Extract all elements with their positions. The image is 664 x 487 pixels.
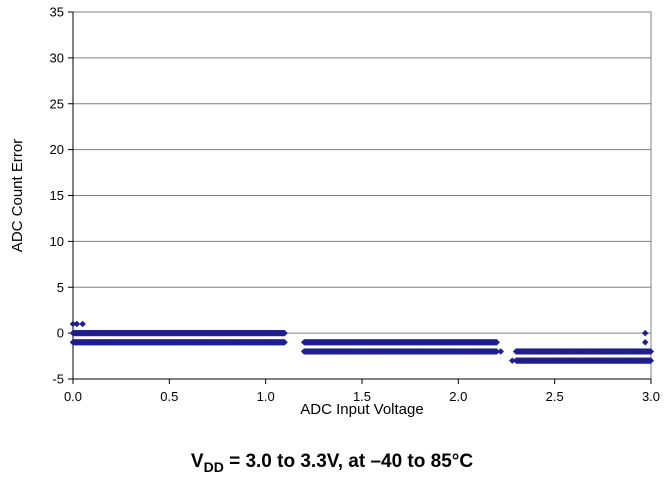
x-tick-label: 2.0 xyxy=(449,389,467,404)
data-point xyxy=(92,338,100,346)
x-axis-title: ADC Input Voltage xyxy=(300,401,423,418)
x-tick-label: 2.5 xyxy=(546,389,564,404)
data-point xyxy=(641,348,649,355)
y-tick-label: 5 xyxy=(57,280,64,295)
data-points xyxy=(69,320,655,365)
x-tick-label: 0.0 xyxy=(64,389,82,404)
y-tick-label: 20 xyxy=(50,142,64,157)
data-point xyxy=(641,357,649,365)
x-tick-label: 1.0 xyxy=(257,389,275,404)
y-tick-label: 15 xyxy=(50,188,64,203)
data-point xyxy=(508,357,516,365)
y-tick-label: 35 xyxy=(50,5,64,20)
data-point xyxy=(497,348,505,355)
data-point xyxy=(518,357,526,365)
data-point xyxy=(647,348,655,355)
y-tick-label: 10 xyxy=(50,234,64,249)
data-point xyxy=(641,338,649,346)
data-point xyxy=(493,338,501,346)
x-tick-label: 1.5 xyxy=(353,389,371,404)
chart-caption: VDD = 3.0 to 3.3V, at –40 to 85°C xyxy=(0,451,664,475)
y-tick-label: -5 xyxy=(52,372,64,387)
x-tick-label: 0.5 xyxy=(160,389,178,404)
tick-labels: -5 0 5 10 15 20 25 30 35 0.0 0.5 1.0 1.5 2.0 2.5 3.0 xyxy=(50,5,661,405)
x-tick-label: 3.0 xyxy=(642,389,660,404)
data-point xyxy=(73,320,81,328)
y-axis-title: ADC Count Error xyxy=(9,139,26,252)
data-point xyxy=(281,338,288,346)
data-point xyxy=(302,348,310,355)
data-point xyxy=(647,357,655,365)
caption-v: V xyxy=(190,451,204,472)
caption-rest: = 3.0 to 3.3V, at –40 to 85°C xyxy=(223,451,474,472)
axes xyxy=(68,11,652,384)
gridlines xyxy=(73,57,651,334)
y-tick-label: 0 xyxy=(57,326,64,341)
data-point xyxy=(641,329,649,337)
caption-subscript: DD xyxy=(203,459,224,475)
data-point xyxy=(281,329,288,337)
data-point xyxy=(79,320,86,328)
y-tick-label: 25 xyxy=(50,96,64,111)
y-tick-label: 30 xyxy=(50,50,64,65)
